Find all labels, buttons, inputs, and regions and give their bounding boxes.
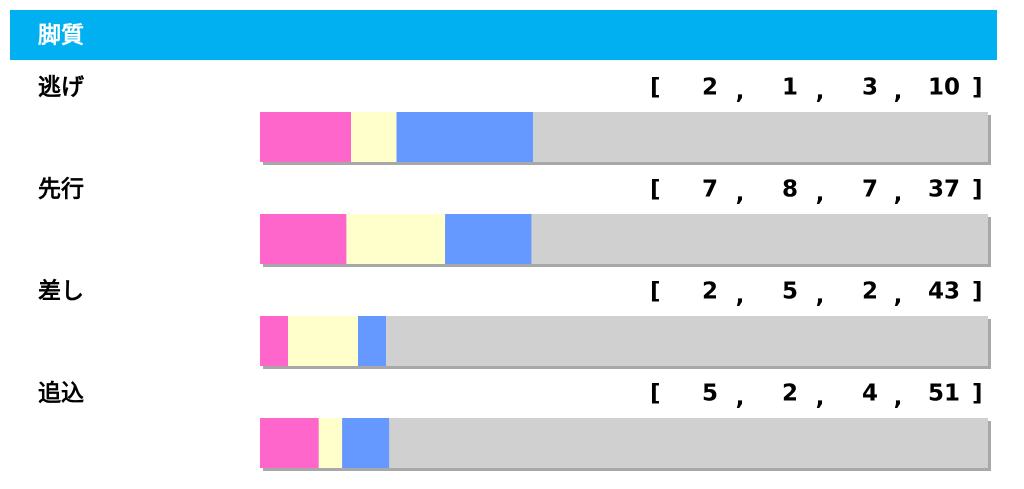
separator: , [816,283,825,309]
row-label: 追込 [38,380,84,407]
count: 7 [702,177,718,203]
separator: , [736,181,745,207]
separator: , [736,385,745,411]
bar-segment [318,418,343,468]
count: 3 [862,75,878,101]
bar-segment [260,214,347,264]
separator: , [894,79,903,105]
separator: , [736,283,745,309]
bar-segment [260,418,319,468]
separator: , [736,79,745,105]
row-label: 逃げ [38,75,85,101]
bar-segment [351,112,397,162]
bar-segment [288,316,358,366]
separator: , [894,181,903,207]
bar-segment [260,112,351,162]
count: 10 [928,75,960,101]
header-title: 脚質 [38,23,84,49]
bar-segment [445,214,532,264]
bar-segment [346,214,446,264]
separator: , [894,283,903,309]
count: 2 [862,279,878,305]
bar-segment [342,418,390,468]
separator: , [816,79,825,105]
count: 8 [782,177,798,203]
bar-segment [386,316,988,366]
row-label: 差し [38,278,84,305]
count: 4 [862,381,878,407]
separator: , [894,385,903,411]
count: 5 [782,279,798,305]
separator: , [816,181,825,207]
bracket-open: [ [650,279,661,305]
count: 2 [782,381,798,407]
bar-segment [389,418,989,468]
row-label: 先行 [38,176,84,203]
separator: , [816,385,825,411]
bracket-close: ] [972,279,983,305]
count: 2 [702,279,718,305]
bracket-open: [ [650,381,661,407]
bracket-open: [ [650,75,661,101]
count: 43 [928,279,960,305]
count: 51 [928,381,960,407]
header-bar [10,10,997,60]
count: 7 [862,177,878,203]
bracket-close: ] [972,381,983,407]
count: 1 [782,75,798,101]
bracket-open: [ [650,177,661,203]
count: 5 [702,381,718,407]
count: 2 [702,75,718,101]
count: 37 [928,177,960,203]
bar-segment [260,316,288,366]
bar-segment [533,112,988,162]
bracket-close: ] [972,177,983,203]
bar-segment [531,214,988,264]
bar-segment [358,316,386,366]
bracket-close: ] [972,75,983,101]
bar-segment [396,112,533,162]
